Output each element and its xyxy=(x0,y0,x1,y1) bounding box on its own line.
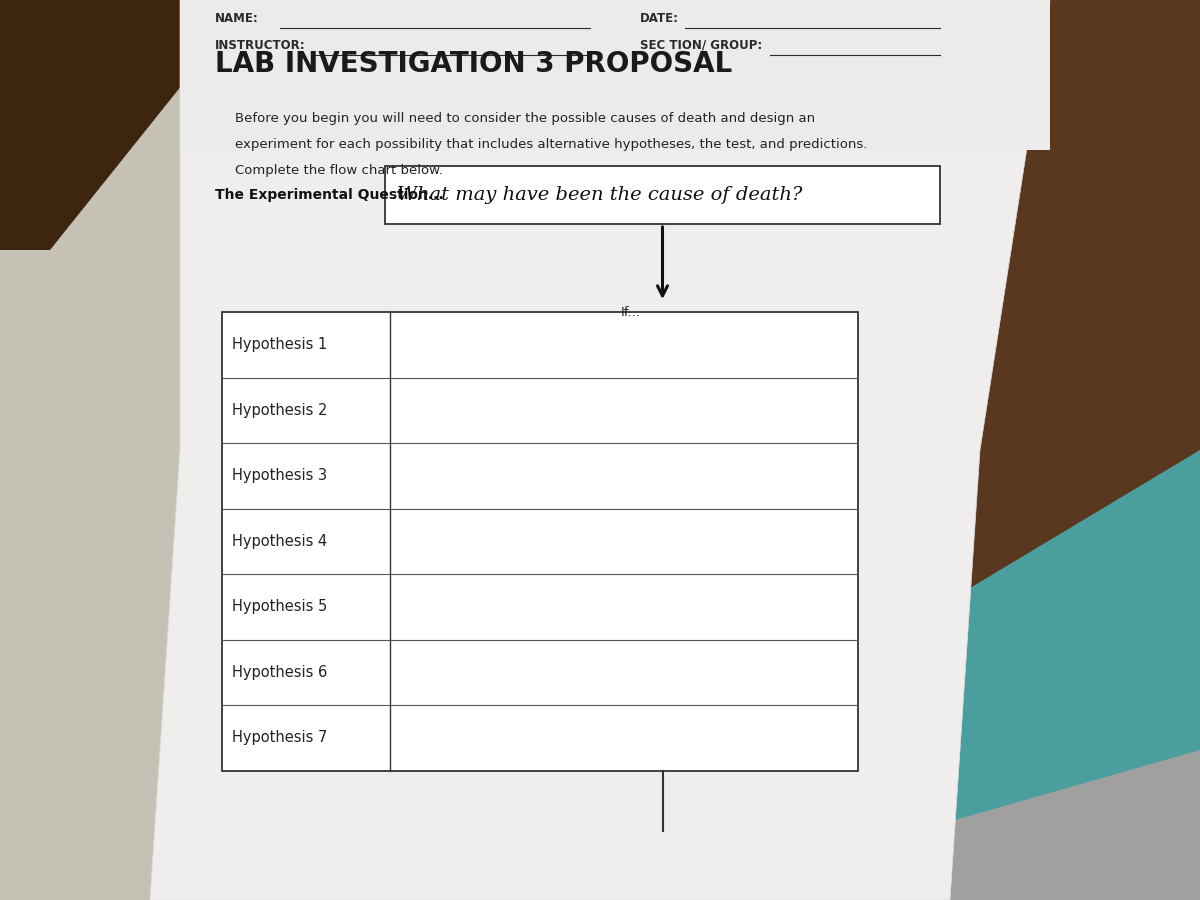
Text: Hypothesis 4: Hypothesis 4 xyxy=(232,534,328,549)
Text: The Experimental Question...: The Experimental Question... xyxy=(215,188,444,202)
Text: INSTRUCTOR:: INSTRUCTOR: xyxy=(215,39,306,52)
Polygon shape xyxy=(0,0,250,250)
Polygon shape xyxy=(950,450,1200,900)
Bar xyxy=(222,312,858,770)
Text: Hypothesis 3: Hypothesis 3 xyxy=(232,468,328,483)
Text: SEC TION/ GROUP:: SEC TION/ GROUP: xyxy=(640,39,762,52)
Text: What may have been the cause of death?: What may have been the cause of death? xyxy=(397,186,803,204)
Text: DATE:: DATE: xyxy=(640,12,679,25)
Text: Hypothesis 2: Hypothesis 2 xyxy=(232,403,328,418)
Text: Complete the flow chart below.: Complete the flow chart below. xyxy=(235,164,443,177)
Polygon shape xyxy=(150,0,1050,900)
Text: Hypothesis 7: Hypothesis 7 xyxy=(232,730,328,745)
Text: Hypothesis 1: Hypothesis 1 xyxy=(232,338,328,352)
Text: experiment for each possibility that includes alternative hypotheses, the test, : experiment for each possibility that inc… xyxy=(235,138,868,151)
Polygon shape xyxy=(180,0,1050,150)
Text: If...: If... xyxy=(620,306,641,319)
Polygon shape xyxy=(850,0,1200,900)
Text: Hypothesis 6: Hypothesis 6 xyxy=(232,665,328,680)
Text: Hypothesis 5: Hypothesis 5 xyxy=(232,599,328,615)
Bar xyxy=(385,166,940,224)
Text: LAB INVESTIGATION 3 PROPOSAL: LAB INVESTIGATION 3 PROPOSAL xyxy=(215,50,732,78)
Polygon shape xyxy=(850,750,1200,900)
Text: NAME:: NAME: xyxy=(215,12,259,25)
Text: Before you begin you will need to consider the possible causes of death and desi: Before you begin you will need to consid… xyxy=(235,112,815,125)
Bar xyxy=(222,312,858,770)
